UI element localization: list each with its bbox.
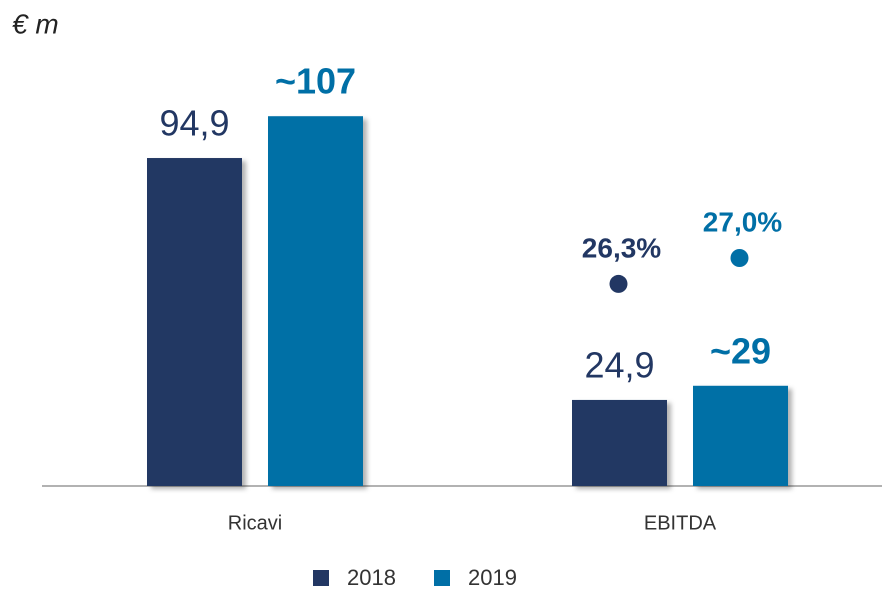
legend-swatch <box>434 570 450 586</box>
data-label: ~107 <box>275 61 356 102</box>
bar <box>147 158 242 486</box>
legend-label: 2018 <box>347 565 396 590</box>
margin-dot <box>730 249 749 267</box>
bar <box>572 399 667 486</box>
chart-title: € m <box>12 8 59 39</box>
bar <box>693 385 788 486</box>
bar <box>268 116 363 486</box>
data-label: 94,9 <box>159 103 229 144</box>
margin-dot <box>609 274 628 293</box>
margin-label: 26,3% <box>582 232 661 263</box>
data-label: 24,9 <box>584 344 654 385</box>
data-label: ~29 <box>710 330 771 371</box>
legend-swatch <box>313 570 329 586</box>
x-tick-label: EBITDA <box>644 512 717 534</box>
margin-label: 27,0% <box>703 206 782 237</box>
x-tick-label: Ricavi <box>228 512 282 534</box>
legend-label: 2019 <box>468 565 517 590</box>
